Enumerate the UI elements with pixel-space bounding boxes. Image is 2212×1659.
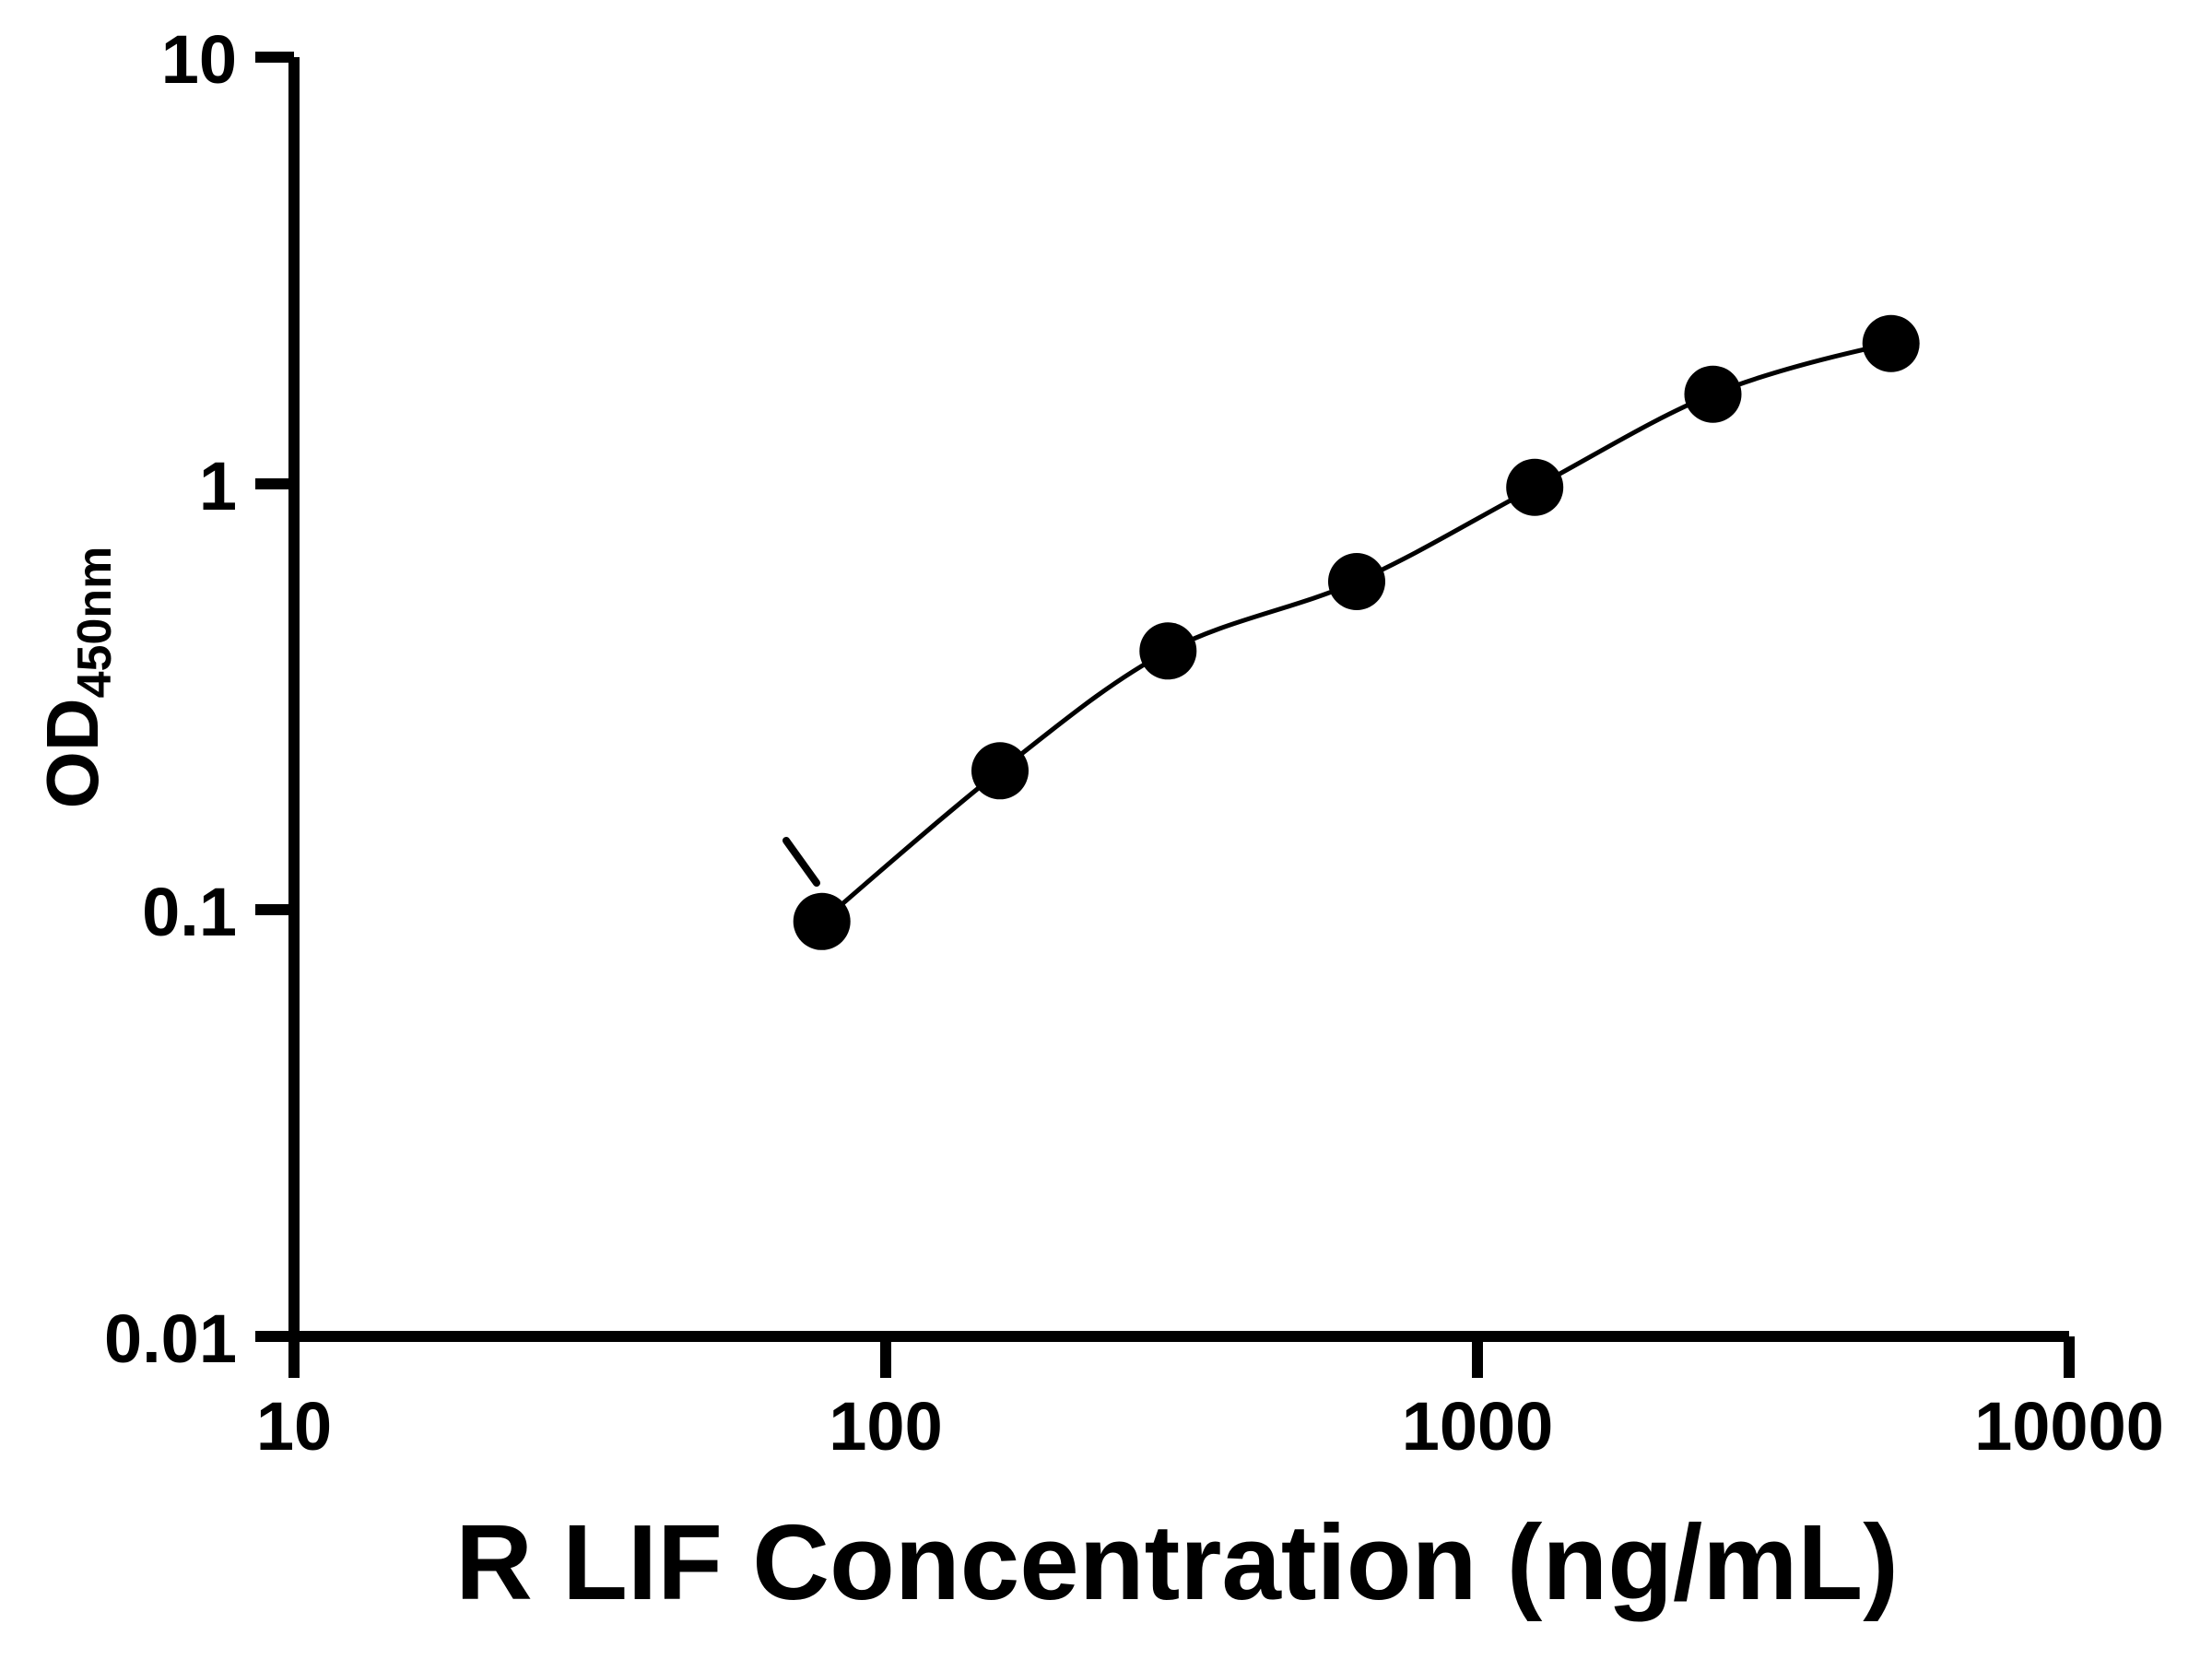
svg-text:OD450nm: OD450nm <box>31 547 122 809</box>
svg-text:100: 100 <box>829 1388 942 1465</box>
svg-text:10: 10 <box>256 1388 332 1465</box>
svg-text:10: 10 <box>161 21 237 98</box>
svg-text:0.1: 0.1 <box>142 874 237 950</box>
svg-text:R LIF Concentration (ng/mL): R LIF Concentration (ng/mL) <box>455 1502 1899 1622</box>
svg-text:1: 1 <box>199 448 237 524</box>
svg-text:10000: 10000 <box>1974 1388 2164 1465</box>
svg-text:0.01: 0.01 <box>104 1300 237 1377</box>
svg-text:1000: 1000 <box>1402 1388 1554 1465</box>
